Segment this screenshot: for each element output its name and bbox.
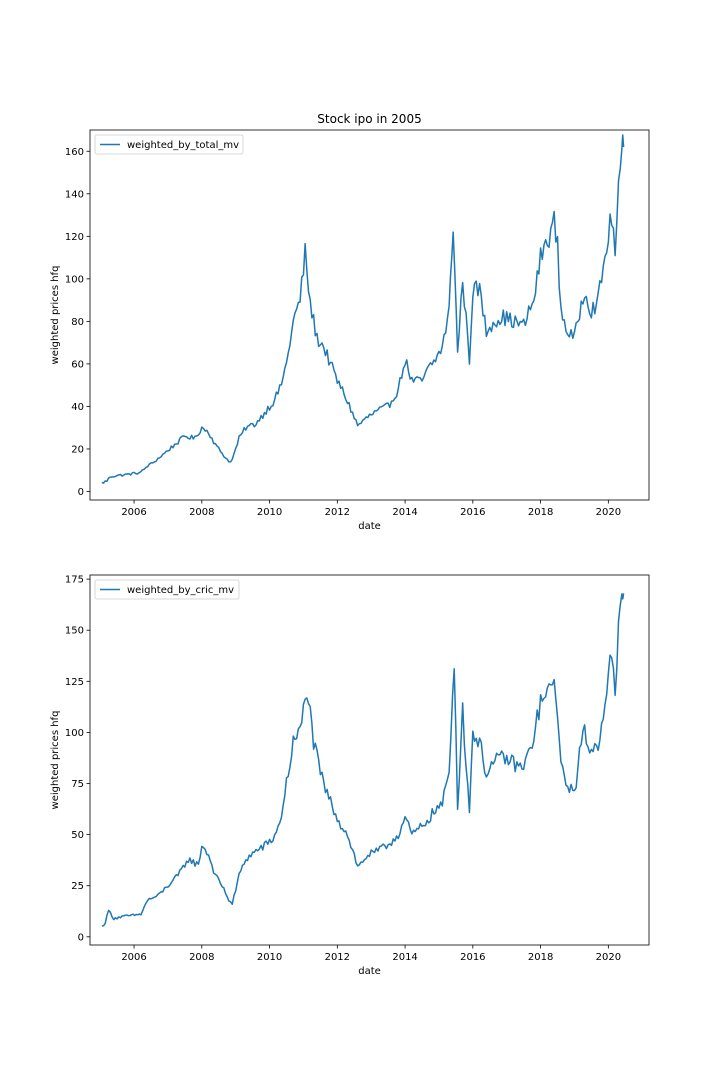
y-tick-label: 80 <box>71 317 84 328</box>
x-tick-label: 2008 <box>189 507 214 518</box>
x-tick-label: 2018 <box>528 952 553 963</box>
series-line-weighted_by_cric_mv <box>101 593 625 927</box>
x-tick-label: 2014 <box>392 952 417 963</box>
x-tick-label: 2010 <box>257 507 282 518</box>
x-tick-label: 2014 <box>392 507 417 518</box>
x-tick-label: 2016 <box>460 952 485 963</box>
x-tick-label: 2006 <box>121 952 146 963</box>
x-tick-label: 2016 <box>460 507 485 518</box>
x-axis-label: date <box>358 966 381 977</box>
legend: weighted_by_cric_mv <box>94 579 240 600</box>
x-axis-label: date <box>358 521 381 532</box>
y-axis-label: weighted prices hfq <box>50 711 61 810</box>
y-tick-label: 160 <box>65 147 84 158</box>
y-tick-label: 0 <box>78 932 84 943</box>
plot-frame <box>89 574 650 946</box>
y-tick-label: 120 <box>65 232 84 243</box>
x-tick-label: 2020 <box>596 507 621 518</box>
x-tick-label: 2012 <box>325 952 350 963</box>
x-tick-label: 2008 <box>189 952 214 963</box>
legend-box <box>94 134 244 155</box>
y-tick-label: 150 <box>65 626 84 637</box>
y-tick-label: 60 <box>71 359 84 370</box>
y-axis-label: weighted prices hfq <box>50 266 61 365</box>
y-tick-label: 175 <box>65 575 84 586</box>
legend-box <box>94 579 240 600</box>
y-tick-label: 0 <box>78 487 84 498</box>
legend-label: weighted_by_total_mv <box>127 140 239 151</box>
x-tick-label: 2018 <box>528 507 553 518</box>
x-tick-label: 2020 <box>596 952 621 963</box>
legend: weighted_by_total_mv <box>94 134 244 155</box>
y-tick-label: 40 <box>71 402 84 413</box>
y-tick-label: 75 <box>71 779 84 790</box>
x-tick-label: 2006 <box>121 507 146 518</box>
series-line-weighted_by_total_mv <box>101 134 625 484</box>
y-tick-label: 100 <box>65 274 84 285</box>
y-tick-label: 50 <box>71 830 84 841</box>
y-tick-label: 125 <box>65 677 84 688</box>
x-tick-label: 2012 <box>325 507 350 518</box>
y-tick-label: 20 <box>71 444 84 455</box>
x-tick-label: 2010 <box>257 952 282 963</box>
y-tick-label: 140 <box>65 189 84 200</box>
y-tick-label: 25 <box>71 881 84 892</box>
y-tick-label: 100 <box>65 728 84 739</box>
chart-cric-mv: 2006 2008 2010 2012 2014 2016 2018 2020 0 25 50 75 1… <box>50 574 650 977</box>
plot-frame <box>89 129 650 501</box>
chart-title: Stock ipo in 2005 <box>317 112 421 126</box>
legend-label: weighted_by_cric_mv <box>127 585 234 596</box>
